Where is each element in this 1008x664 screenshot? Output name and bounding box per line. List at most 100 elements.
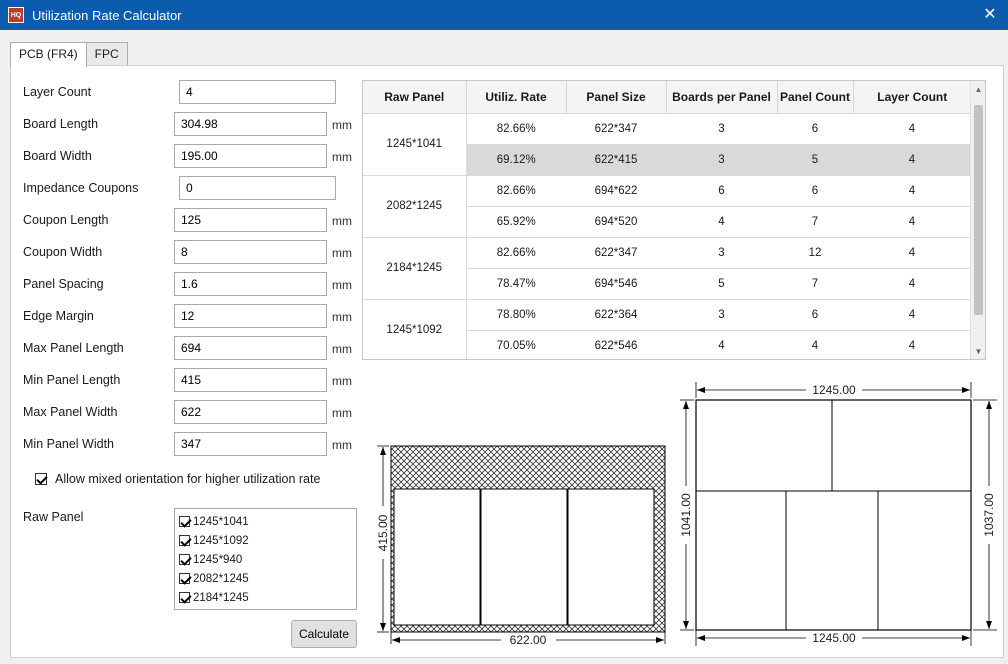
- table-row[interactable]: 65.92% 694*520 4 7 4: [363, 206, 971, 238]
- boards-cell: 3: [666, 144, 777, 176]
- tab-content-panel: Layer Count Board Length mm Board Width …: [10, 65, 1004, 658]
- max-panel-length-input[interactable]: [174, 336, 327, 360]
- table-row[interactable]: 2082*1245 82.66% 694*622 6 6 4: [363, 175, 971, 238]
- scroll-thumb[interactable]: [974, 105, 983, 315]
- size-cell: 622*347: [566, 237, 666, 269]
- raw-panel-item-label: 1245*1092: [193, 534, 249, 547]
- table-header-row: Raw Panel Utiliz. Rate Panel Size Boards…: [363, 81, 971, 114]
- table-row[interactable]: 70.05% 622*546 4 4 4: [363, 330, 971, 359]
- size-cell: 694*546: [566, 268, 666, 300]
- raw-panel-item-label: 2082*1245: [193, 572, 249, 585]
- boards-cell: 5: [666, 268, 777, 300]
- col-panel-count[interactable]: Panel Count: [777, 81, 854, 114]
- board-length-input[interactable]: [174, 112, 327, 136]
- edge-margin-label: Edge Margin: [23, 309, 94, 323]
- rate-cell: 65.92%: [466, 206, 566, 238]
- rate-cell: 82.66%: [466, 113, 566, 145]
- table-row[interactable]: 2184*1245 82.66% 622*347 3 12 4: [363, 237, 971, 300]
- count-cell: 6: [777, 113, 853, 145]
- coupon-length-unit: mm: [332, 214, 352, 228]
- raw-panel-item-label: 2184*1245: [193, 591, 249, 604]
- raw-panel-item[interactable]: 1245*1092: [175, 531, 356, 550]
- raw-panel-cell: 2082*1245: [363, 175, 467, 238]
- raw-panel-item[interactable]: 2082*1245: [175, 569, 356, 588]
- calculate-button[interactable]: Calculate: [291, 620, 357, 648]
- rate-cell: 78.80%: [466, 299, 566, 331]
- board-cell: [393, 488, 481, 626]
- panel-layout-diagram: 622.00 415.00: [376, 445, 666, 647]
- raw-panel-checkbox[interactable]: [179, 554, 190, 565]
- layers-cell: 4: [853, 113, 971, 145]
- col-boards-per-panel[interactable]: Boards per Panel: [666, 81, 778, 114]
- impedance-coupons-input[interactable]: [179, 176, 336, 200]
- rate-cell: 78.47%: [466, 268, 566, 300]
- raw-panel-item-label: 1245*940: [193, 553, 243, 566]
- results-table: Raw Panel Utiliz. Rate Panel Size Boards…: [362, 80, 986, 360]
- board-cell: [480, 488, 568, 626]
- raw-panel-checkbox[interactable]: [179, 592, 190, 603]
- min-panel-length-label: Min Panel Length: [23, 373, 121, 387]
- raw-panel-item[interactable]: 2184*1245: [175, 588, 356, 607]
- coupon-length-input[interactable]: [174, 208, 327, 232]
- raw-right-dim-label: 1037.00: [982, 493, 996, 537]
- min-panel-width-input[interactable]: [174, 432, 327, 456]
- max-panel-width-unit: mm: [332, 406, 352, 420]
- panel-spacing-label: Panel Spacing: [23, 277, 104, 291]
- scroll-down-arrow-icon[interactable]: ▼: [974, 347, 983, 356]
- impedance-coupons-label: Impedance Coupons: [23, 181, 139, 195]
- col-layer-count[interactable]: Layer Count: [853, 81, 971, 114]
- table-scrollbar[interactable]: ▲ ▼: [970, 81, 985, 359]
- mixed-orientation-label: Allow mixed orientation for higher utili…: [55, 472, 321, 486]
- size-cell: 622*364: [566, 299, 666, 331]
- count-cell: 5: [777, 144, 853, 176]
- table-row[interactable]: 1245*1041 82.66% 622*347 3 6 4: [363, 113, 971, 176]
- layers-cell: 4: [853, 299, 971, 331]
- coupon-width-input[interactable]: [174, 240, 327, 264]
- raw-panel-checkbox[interactable]: [179, 535, 190, 546]
- boards-cell: 3: [666, 299, 777, 331]
- layers-cell: 4: [853, 237, 971, 269]
- layers-cell: 4: [853, 268, 971, 300]
- tab-fpc[interactable]: FPC: [85, 42, 128, 66]
- table-row-selected[interactable]: 69.12% 622*415 3 5 4: [363, 144, 971, 176]
- size-cell: 694*520: [566, 206, 666, 238]
- coupon-width-unit: mm: [332, 246, 352, 260]
- board-width-input[interactable]: [174, 144, 327, 168]
- layer-count-input[interactable]: [179, 80, 336, 104]
- scroll-up-arrow-icon[interactable]: ▲: [974, 85, 983, 94]
- panel-width-dim-label: 622.00: [510, 633, 547, 647]
- size-cell: 622*415: [566, 144, 666, 176]
- boards-cell: 3: [666, 113, 777, 145]
- window-title: Utilization Rate Calculator: [32, 7, 182, 23]
- raw-panel-checkbox[interactable]: [179, 573, 190, 584]
- table-row[interactable]: 1245*1092 78.80% 622*364 3 6 4: [363, 299, 971, 359]
- edge-margin-unit: mm: [332, 310, 352, 324]
- close-icon[interactable]: ✕: [983, 6, 997, 23]
- panel-spacing-input[interactable]: [174, 272, 327, 296]
- edge-margin-input[interactable]: [174, 304, 327, 328]
- raw-left-dim-label: 1041.00: [679, 493, 693, 537]
- title-bar: HQ Utilization Rate Calculator ✕: [0, 0, 1008, 30]
- rate-cell: 70.05%: [466, 330, 566, 359]
- col-panel-size[interactable]: Panel Size: [566, 81, 667, 114]
- count-cell: 6: [777, 175, 853, 207]
- count-cell: 12: [777, 237, 853, 269]
- raw-panel-checkbox[interactable]: [179, 516, 190, 527]
- table-row[interactable]: 78.47% 694*546 5 7 4: [363, 268, 971, 300]
- boards-cell: 4: [666, 330, 777, 359]
- col-utiliz-rate[interactable]: Utiliz. Rate: [466, 81, 567, 114]
- col-raw-panel[interactable]: Raw Panel: [363, 81, 467, 114]
- count-cell: 7: [777, 268, 853, 300]
- raw-panel-item[interactable]: 1245*940: [175, 550, 356, 569]
- mixed-orientation-option[interactable]: Allow mixed orientation for higher utili…: [35, 472, 320, 486]
- max-panel-width-input[interactable]: [174, 400, 327, 424]
- raw-panel-item[interactable]: 1245*1041: [175, 512, 356, 531]
- tab-pcb-fr4[interactable]: PCB (FR4): [10, 42, 87, 67]
- raw-panel-cell: 2184*1245: [363, 237, 467, 300]
- boards-cell: 4: [666, 206, 777, 238]
- mixed-orientation-checkbox[interactable]: [35, 473, 47, 485]
- raw-panel-cell: 1245*1092: [363, 299, 467, 359]
- count-cell: 6: [777, 299, 853, 331]
- boards-cell: 3: [666, 237, 777, 269]
- min-panel-length-input[interactable]: [174, 368, 327, 392]
